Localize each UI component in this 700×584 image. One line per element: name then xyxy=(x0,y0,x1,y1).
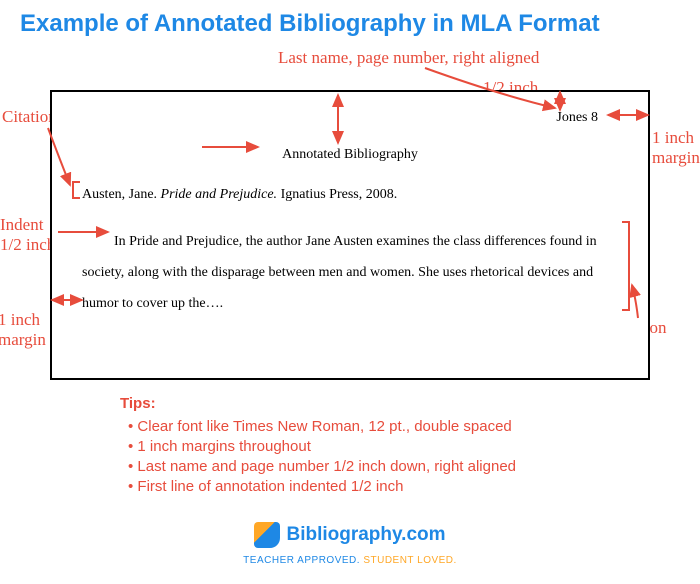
citation-bracket xyxy=(72,181,80,199)
tagline-part2: STUDENT LOVED. xyxy=(363,555,457,566)
page-number: Jones 8 xyxy=(556,110,598,126)
citation-rest: Ignatius Press, 2008. xyxy=(277,187,397,202)
label-lastname: Last name, page number, right aligned xyxy=(278,48,539,68)
tip-item: Last name and page number 1/2 inch down,… xyxy=(128,458,516,475)
citation-line: Austen, Jane. Pride and Prejudice. Ignat… xyxy=(82,187,618,203)
tips-section: Tips: Clear font like Times New Roman, 1… xyxy=(120,395,516,498)
tagline: TEACHER APPROVED. STUDENT LOVED. xyxy=(0,555,700,566)
logo-icon xyxy=(254,522,280,548)
tip-item: First line of annotation indented 1/2 in… xyxy=(128,478,516,495)
citation-author: Austen, Jane. xyxy=(82,187,161,202)
page-title: Example of Annotated Bibliography in MLA… xyxy=(20,10,600,38)
footer: Bibliography.com TEACHER APPROVED. STUDE… xyxy=(0,522,700,566)
label-margin-right: 1 inch margin xyxy=(652,128,700,167)
tips-list: Clear font like Times New Roman, 12 pt.,… xyxy=(120,418,516,495)
annotation-bracket xyxy=(622,221,630,311)
tip-item: 1 inch margins throughout xyxy=(128,438,516,455)
brand-name: Bibliography.com xyxy=(286,524,445,546)
tips-header: Tips: xyxy=(120,395,516,412)
tip-item: Clear font like Times New Roman, 12 pt.,… xyxy=(128,418,516,435)
document-heading: Annotated Bibliography xyxy=(52,147,648,163)
document-example: Jones 8 Annotated Bibliography Austen, J… xyxy=(50,90,650,380)
annotation-paragraph: In Pride and Prejudice, the author Jane … xyxy=(82,227,618,319)
label-margin-left: 1 inch margin xyxy=(0,310,56,349)
label-citation: Citation xyxy=(2,107,57,127)
citation-title: Pride and Prejudice. xyxy=(161,187,278,202)
tagline-part1: TEACHER APPROVED. xyxy=(243,555,360,566)
